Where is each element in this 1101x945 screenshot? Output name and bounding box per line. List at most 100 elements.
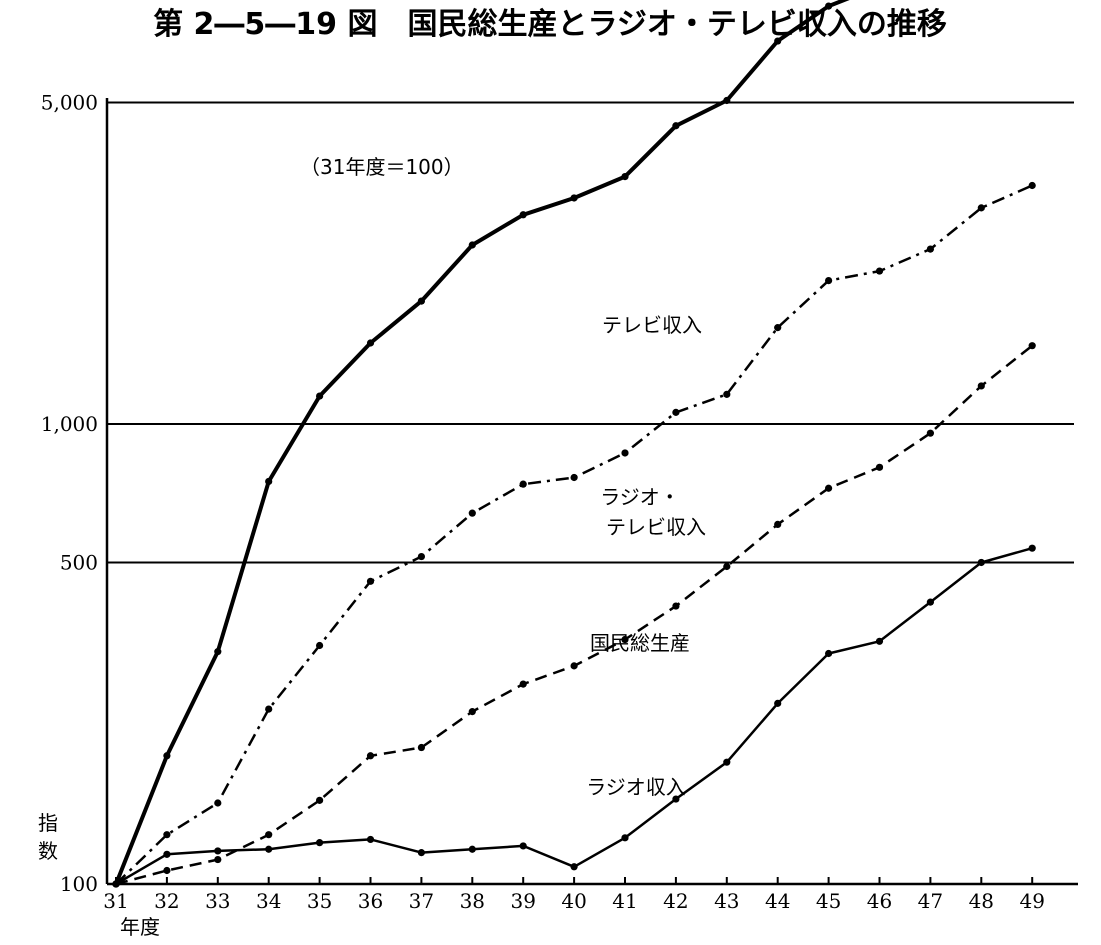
x-tick-label: 49	[1019, 889, 1044, 913]
x-tick-label: 39	[510, 889, 535, 913]
chart-note: （31年度＝100）	[300, 155, 464, 179]
label-radio-revenue: ラジオ収入	[586, 775, 686, 799]
x-tick-label: 43	[714, 889, 739, 913]
data-point	[163, 866, 171, 875]
x-tick-label: 45	[816, 889, 841, 913]
x-tick-label: 48	[969, 889, 994, 913]
x-tick-label: 32	[154, 889, 179, 913]
x-tick-label: 34	[256, 889, 281, 913]
data-point	[825, 484, 833, 492]
x-tick-label: 38	[460, 889, 485, 913]
data-point	[519, 680, 527, 688]
data-point	[366, 752, 375, 760]
data-point	[214, 648, 222, 656]
data-point	[774, 37, 782, 45]
data-point	[214, 855, 222, 864]
data-point	[621, 635, 629, 644]
data-point	[570, 662, 578, 670]
data-point	[875, 637, 884, 645]
x-tick-label: 41	[612, 889, 637, 913]
x-tick-label: 47	[918, 889, 943, 913]
y-axis-label-1: 指	[38, 811, 58, 835]
data-point	[570, 194, 578, 202]
data-point	[723, 758, 731, 766]
data-point	[672, 795, 680, 803]
data-point	[519, 842, 527, 850]
data-point	[774, 324, 782, 332]
data-point	[316, 796, 324, 804]
data-point	[875, 463, 884, 471]
data-point	[977, 382, 985, 390]
data-point	[825, 276, 833, 285]
data-point	[825, 2, 833, 10]
data-point	[316, 641, 324, 650]
data-point	[672, 122, 680, 130]
x-tick-label: 35	[307, 889, 332, 913]
data-point	[316, 392, 324, 400]
data-point	[519, 480, 527, 488]
y-tick-label: 1,000	[41, 412, 98, 436]
data-point	[163, 831, 171, 839]
chart-title: 第 2―5―19 図 国民総生産とラジオ・テレビ収入の推移	[153, 7, 947, 42]
x-axis-label: 年度	[120, 915, 160, 939]
data-point	[570, 863, 578, 871]
data-point	[417, 552, 425, 561]
data-point	[1028, 544, 1036, 552]
y-tick-label: 5,000	[41, 90, 98, 114]
x-tick-label: 42	[663, 889, 688, 913]
y-tick-label: 500	[60, 550, 98, 574]
data-point	[417, 849, 425, 857]
series-lines	[112, 0, 1036, 888]
data-point	[977, 204, 985, 212]
label-gnp: 国民総生産	[590, 631, 690, 655]
data-point	[621, 834, 629, 842]
data-point	[723, 96, 731, 105]
x-tick-label: 33	[205, 889, 230, 913]
data-point	[875, 267, 884, 275]
data-point	[1028, 342, 1036, 350]
data-point	[265, 845, 273, 853]
x-tick-label: 37	[409, 889, 434, 913]
data-point	[774, 520, 782, 528]
label-tv-revenue: テレビ収入	[602, 313, 702, 337]
data-point	[468, 708, 476, 716]
data-point	[926, 598, 935, 606]
series-line-3	[115, 546, 1033, 886]
data-point	[417, 743, 425, 752]
data-point	[366, 339, 375, 347]
data-point	[265, 705, 273, 713]
data-point	[621, 173, 629, 181]
data-point	[214, 799, 222, 807]
data-point	[163, 752, 171, 760]
x-tick-label: 44	[765, 889, 790, 913]
data-point	[723, 562, 731, 571]
x-tick-label: 46	[867, 889, 892, 913]
data-point	[468, 509, 476, 517]
x-tick-label: 31	[103, 889, 128, 913]
data-point	[926, 429, 935, 437]
series-line-0	[114, 0, 850, 885]
data-point	[977, 558, 985, 567]
x-tick-label: 36	[358, 889, 383, 913]
grid-lines	[107, 101, 1074, 564]
data-point	[774, 699, 782, 707]
x-ticks: 31 32 33 34 35 36 37 38 39 40 41 42 43 44 45 46 47 48 49	[103, 877, 1045, 913]
data-point	[265, 477, 273, 486]
label-radio-tv-revenue-line2: テレビ収入	[606, 515, 706, 539]
y-axis-label-2: 数	[38, 839, 58, 863]
label-radio-tv-revenue-line1: ラジオ・	[600, 485, 680, 509]
y-tick-label: 100	[60, 872, 98, 896]
data-point	[672, 408, 680, 416]
data-point	[417, 297, 425, 305]
data-point	[672, 602, 680, 610]
data-point	[570, 473, 578, 482]
data-point	[468, 241, 476, 249]
x-tick-label: 40	[561, 889, 586, 913]
data-point	[519, 211, 527, 219]
data-point	[723, 390, 731, 398]
data-point	[163, 850, 171, 858]
data-point	[265, 831, 273, 839]
data-point	[366, 835, 375, 844]
